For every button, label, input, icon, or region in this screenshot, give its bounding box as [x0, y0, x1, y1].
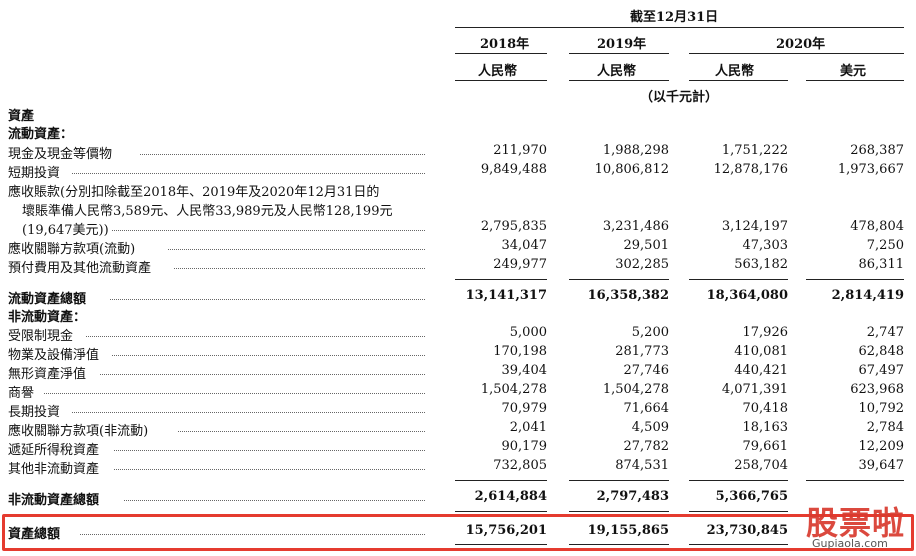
- year-2018: 2018年: [480, 37, 530, 52]
- noncurrent-heading: 非流動資產：: [8, 310, 87, 325]
- year-2020: 2020年: [776, 37, 826, 52]
- total-current-assets-row: 流動資產總額 13,141,317 16,358,382 18,364,080 …: [8, 288, 904, 307]
- current-assets-heading: 流動資產：: [8, 127, 74, 142]
- receivables-line2: 壞賬準備人民幣3,589元、人民幣33,989元及人民幣128,199元: [22, 204, 393, 219]
- table-row: 預付費用及其他流動資產 249,977 302,285 563,182 86,3…: [8, 257, 904, 276]
- rule-2018: [455, 53, 547, 54]
- section-assets: 資產: [8, 109, 35, 124]
- table-row: 應收關聯方款項(非流動) 2,041 4,509 18,163 2,784: [8, 420, 904, 439]
- year-2019: 2019年: [597, 37, 647, 52]
- currency-2019: 人民幣: [597, 64, 637, 79]
- currency-2018: 人民幣: [478, 64, 518, 79]
- table-row: 其他非流動資產 732,805 874,531 258,704 39,647: [8, 458, 904, 477]
- table-row: 應收關聯方款項(流動) 34,047 29,501 47,303 7,250: [8, 238, 904, 257]
- table-row: 現金及現金等價物 211,970 1,988,298 1,751,222 268…: [8, 143, 904, 162]
- table-row: 短期投資 9,849,488 10,806,812 12,878,176 1,9…: [8, 162, 904, 181]
- currency-2020-rmb: 人民幣: [715, 64, 755, 79]
- watermark-logo: 股票啦: [806, 504, 906, 542]
- table-row: 遞延所得稅資產 90,179 27,782 79,661 12,209: [8, 439, 904, 458]
- table-row: 物業及設備淨值 170,198 281,773 410,081 62,848: [8, 344, 904, 363]
- table-row: 長期投資 70,979 71,664 70,418 10,792: [8, 401, 904, 420]
- total-noncurrent-row: 非流動資產總額 2,614,884 2,797,483 5,366,765: [8, 489, 788, 508]
- header-rule-top: [455, 27, 904, 28]
- table-row: 受限制現金 5,000 5,200 17,926 2,747: [8, 325, 904, 344]
- total-assets-row: 資產總額 15,756,201 19,155,865 23,730,845: [8, 523, 788, 542]
- rule2-2018: [455, 80, 547, 81]
- highlight-box: [2, 514, 914, 551]
- table-row: 商譽 1,504,278 1,504,278 4,071,391 623,968: [8, 382, 904, 401]
- rule2-2020-rmb: [689, 80, 788, 81]
- table-row: 無形資產淨值 39,404 27,746 440,421 67,497: [8, 363, 904, 382]
- unit-note: （以千元計）: [640, 90, 719, 105]
- rule2-2020-usd: [806, 80, 904, 81]
- watermark-url: Gupiaola.com: [812, 537, 888, 550]
- row-label: 現金及現金等價物: [8, 147, 113, 162]
- currency-2020-usd: 美元: [840, 64, 867, 79]
- rule-2020: [689, 53, 904, 54]
- row-label: 短期投資: [8, 166, 61, 181]
- period-header: 截至12月31日: [630, 10, 719, 25]
- rule-2019: [569, 53, 669, 54]
- rule2-2019: [569, 80, 669, 81]
- receivables-line1: 應收賬款(分別扣除截至2018年、2019年及2020年12月31日的: [8, 185, 380, 200]
- table-row: (19,647美元)) 2,795,835 3,231,486 3,124,19…: [22, 219, 904, 238]
